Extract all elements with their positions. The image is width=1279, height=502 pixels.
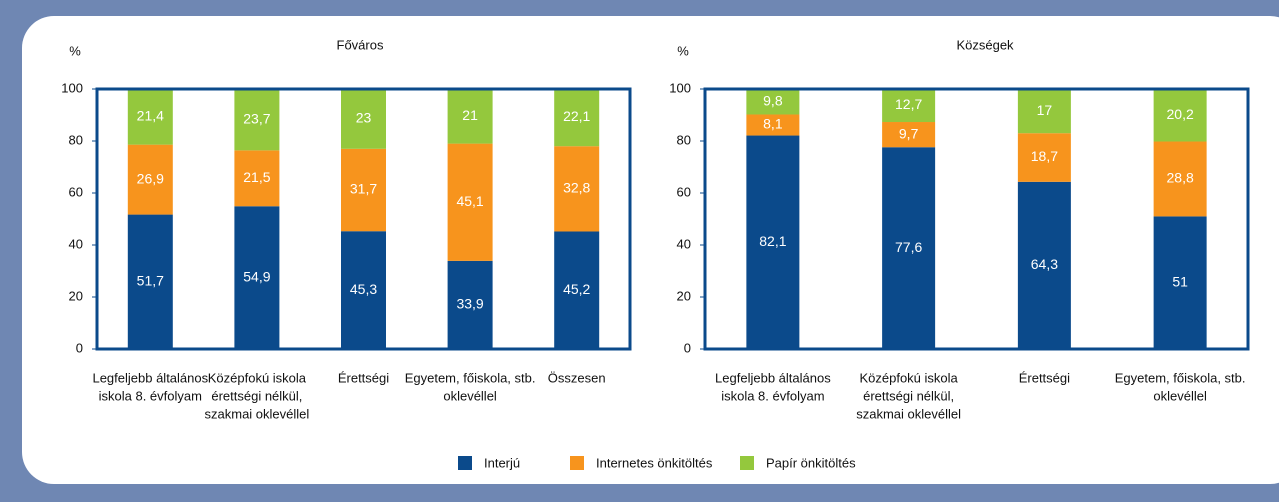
x-tick-label: érettségi nélkül,: [863, 388, 954, 403]
legend-label: Internetes önkitöltés: [596, 455, 713, 470]
x-tick-label: Középfokú iskola: [859, 370, 958, 385]
x-tick-label: oklevéllel: [1153, 388, 1207, 403]
bar-segment: [341, 231, 386, 349]
bar-segment: [746, 89, 800, 115]
bar-segment: [127, 214, 173, 349]
bar-segment: [447, 89, 493, 144]
y-axis-label: %: [677, 43, 689, 58]
data-label: 32,8: [563, 180, 590, 196]
bar-segment: [1017, 89, 1071, 134]
plot-frame: [95, 87, 632, 351]
data-label: 17: [1037, 102, 1053, 118]
legend-swatch: [458, 456, 472, 470]
x-tick-label: szakmai oklevéllel: [856, 406, 961, 421]
bar-segment: [746, 135, 800, 349]
data-label: 8,1: [763, 116, 783, 132]
bar-segment: [341, 89, 386, 149]
y-tick-label: 80: [69, 132, 83, 147]
bar-segment: [554, 231, 600, 349]
bar-segment: [127, 144, 173, 215]
bar-segment: [127, 89, 173, 145]
x-tick-label: Legfeljebb általános: [715, 370, 831, 385]
x-tick-label: oklevéllel: [443, 388, 497, 403]
bar-segment: [447, 260, 493, 349]
data-label: 9,7: [899, 125, 919, 141]
x-tick-label: iskola 8. évfolyam: [99, 388, 202, 403]
data-label: 26,9: [137, 170, 164, 186]
data-label: 18,7: [1031, 148, 1058, 164]
bar-segment: [554, 146, 600, 232]
y-tick-label: 40: [677, 236, 691, 251]
data-label: 82,1: [759, 233, 786, 249]
data-label: 51: [1172, 273, 1188, 289]
bar-segment: [1153, 141, 1207, 217]
x-tick-label: Érettségi: [1019, 370, 1070, 385]
y-tick-label: 0: [684, 340, 691, 355]
bar-segment: [1153, 89, 1207, 142]
bar-segment: [746, 114, 800, 136]
bar-segment: [234, 150, 280, 207]
data-label: 45,2: [563, 281, 590, 297]
data-label: 21: [462, 107, 478, 123]
data-label: 22,1: [563, 108, 590, 124]
bar-segment: [1153, 216, 1207, 349]
data-label: 31,7: [350, 181, 377, 197]
y-tick-label: 60: [69, 184, 83, 199]
y-tick-label: 60: [677, 184, 691, 199]
data-label: 51,7: [137, 272, 164, 288]
panel: [22, 16, 1279, 484]
y-axis-label: %: [69, 43, 81, 58]
data-label: 33,9: [456, 296, 483, 312]
y-tick-label: 80: [677, 132, 691, 147]
x-tick-label: Egyetem, főiskola, stb.: [405, 370, 536, 385]
chart-title: Főváros: [337, 37, 384, 52]
y-tick-label: 100: [669, 80, 691, 95]
data-label: 20,2: [1167, 106, 1194, 122]
bar-segment: [447, 143, 493, 261]
x-tick-label: érettségi nélkül,: [211, 388, 302, 403]
data-label: 45,1: [456, 193, 483, 209]
data-label: 28,8: [1167, 170, 1194, 186]
y-tick-label: 0: [76, 340, 83, 355]
data-label: 77,6: [895, 239, 922, 255]
y-tick-label: 100: [61, 80, 83, 95]
bar-segment: [234, 88, 280, 151]
data-label: 45,3: [350, 281, 377, 297]
legend-label: Interjú: [484, 455, 520, 470]
bar-segment: [882, 147, 936, 349]
y-tick-label: 40: [69, 236, 83, 251]
x-tick-label: Középfokú iskola: [208, 370, 307, 385]
data-label: 64,3: [1031, 256, 1058, 272]
legend-swatch: [740, 456, 754, 470]
data-label: 21,4: [137, 108, 164, 124]
data-label: 23: [356, 110, 372, 126]
x-tick-label: Érettségi: [338, 370, 389, 385]
bar-segment: [882, 89, 936, 123]
x-tick-label: Legfeljebb általános: [92, 370, 208, 385]
bar-segment: [341, 148, 386, 232]
data-label: 12,7: [895, 96, 922, 112]
bar-segment: [554, 88, 600, 147]
legend-label: Papír önkitöltés: [766, 455, 856, 470]
bar-segment: [234, 206, 280, 349]
legend-swatch: [570, 456, 584, 470]
data-label: 9,8: [763, 92, 783, 108]
data-label: 54,9: [243, 268, 270, 284]
data-label: 21,5: [243, 169, 270, 185]
y-tick-label: 20: [69, 288, 83, 303]
bar-segment: [882, 122, 936, 148]
x-tick-label: Egyetem, főiskola, stb.: [1115, 370, 1246, 385]
x-tick-label: Összesen: [548, 370, 606, 385]
bar-segment: [1017, 133, 1071, 182]
data-label: 23,7: [243, 110, 270, 126]
plot-frame: [703, 87, 1250, 351]
chart-title: Községek: [956, 37, 1014, 52]
x-tick-label: szakmai oklevéllel: [205, 406, 310, 421]
bar-segment: [1017, 181, 1071, 349]
x-tick-label: iskola 8. évfolyam: [721, 388, 824, 403]
y-tick-label: 20: [677, 288, 691, 303]
